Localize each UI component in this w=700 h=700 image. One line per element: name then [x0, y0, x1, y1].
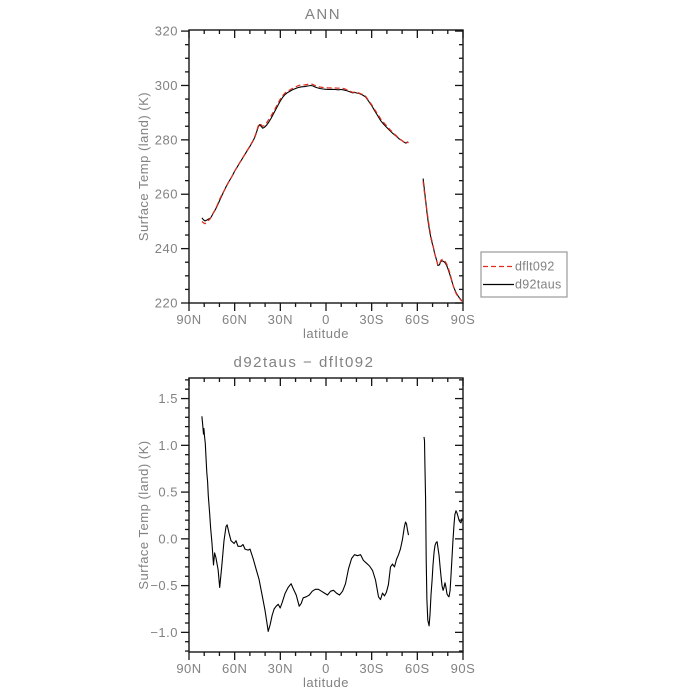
y-tick-label: 280 [155, 132, 178, 147]
y-axis-label: Surface Temp (land) (K) [136, 92, 151, 241]
x-tick-label: 90N [176, 312, 201, 327]
series-diff-line [201, 416, 410, 632]
x-tick-label: 90S [451, 312, 476, 327]
panel-title: d92taus − dflt092 [233, 354, 374, 371]
top-panel: 90N 60N 30N 0 30S 60S 90S 320 300 280 260 240 220 ANN… [136, 6, 568, 341]
legend: dflt092 d92taus [480, 251, 568, 298]
x-tick-label: 60S [405, 312, 430, 327]
plot-frame [188, 377, 464, 653]
x-tick-label: 60N [222, 661, 247, 676]
x-tick-label: 90N [176, 661, 201, 676]
x-tick-label: 30N [268, 661, 293, 676]
y-axis-label: Surface Temp (land) (K) [136, 440, 151, 589]
x-tick-label: 0 [322, 312, 330, 327]
legend-label-dflt092: dflt092 [515, 260, 555, 274]
y-tick-label: 240 [155, 241, 178, 256]
x-tick-label: 30S [359, 661, 384, 676]
plot-frame [188, 29, 464, 304]
x-axis-label: latitude [303, 326, 349, 341]
y-tick-label: 0.0 [158, 531, 178, 546]
series-d92taus-line [422, 178, 463, 302]
x-tick-label: 30N [268, 312, 293, 327]
y-tick-label: −1.0 [150, 625, 178, 640]
legend-label-d92taus: d92taus [515, 278, 562, 292]
panel-title: ANN [305, 6, 341, 23]
legend-box [480, 251, 568, 298]
bottom-panel: 90N 60N 30N 0 30S 60S 90S 1.5 1.0 0.5 0.0 −0.5 −1.0 d… [136, 354, 475, 690]
x-tick-label: 0 [322, 661, 330, 676]
y-tick-label: −0.5 [150, 578, 178, 593]
y-tick-label: 260 [155, 187, 178, 202]
series-dflt092-line [422, 181, 463, 302]
x-axis-label: latitude [303, 675, 349, 690]
x-tick-label: 30S [359, 312, 384, 327]
y-tick-label: 300 [155, 78, 178, 93]
series-d92taus-line [201, 84, 409, 222]
y-tick-label: 0.5 [158, 485, 178, 500]
x-tick-label: 60N [222, 312, 247, 327]
x-tick-label: 90S [451, 661, 476, 676]
y-tick-label: 220 [155, 296, 178, 311]
y-tick-label: 1.0 [158, 438, 178, 453]
y-tick-label: 320 [155, 24, 178, 39]
series-dflt092-line [201, 83, 409, 225]
y-tick-label: 1.5 [158, 391, 178, 406]
x-tick-label: 60S [405, 661, 430, 676]
series-diff-line [423, 436, 463, 627]
